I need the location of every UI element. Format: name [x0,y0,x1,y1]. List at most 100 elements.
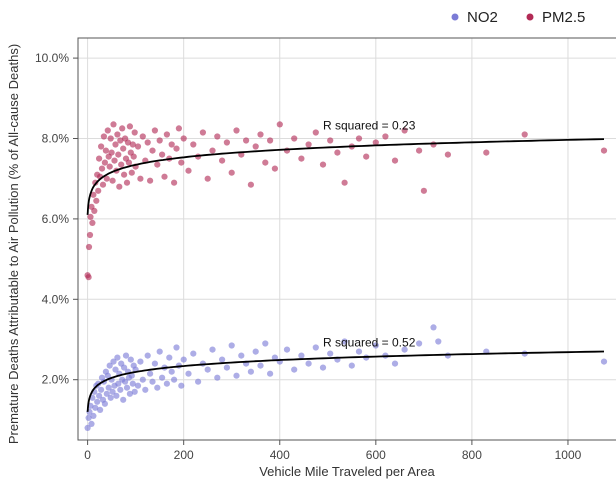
data-point [180,356,187,363]
data-point [178,159,185,166]
data-point [159,374,166,381]
x-tick-label: 0 [84,448,91,462]
data-point [247,181,254,188]
data-point [430,141,437,148]
data-point [101,159,108,166]
data-point [401,346,408,353]
data-point [120,145,127,152]
data-point [108,149,115,156]
data-point [147,370,154,377]
data-point [91,207,98,214]
r-squared-label: R squared = 0.23 [323,119,416,133]
data-point [113,392,120,399]
data-point [125,159,132,166]
data-point [104,372,111,379]
data-point [298,352,305,359]
data-point [128,169,135,176]
y-axis-title: Premature Deaths Attributable to Air Pol… [6,44,21,444]
data-point [94,398,101,405]
data-point [355,348,363,355]
legend: NO2 PM2.5 [451,9,585,26]
data-point [122,378,129,385]
data-point [101,400,108,407]
data-point [416,147,423,154]
legend-label: NO2 [467,9,498,26]
data-point [305,141,312,148]
data-point [372,139,379,146]
data-point [102,147,109,154]
data-point [319,364,327,371]
data-point [219,157,226,164]
data-point [228,169,235,176]
data-point [291,135,298,142]
data-point [115,151,122,158]
data-point [168,368,175,375]
data-point [341,179,348,186]
data-point [156,137,163,144]
data-point [355,135,363,142]
data-point [88,420,95,427]
data-point [112,141,119,148]
data-point [137,358,144,365]
y-tick-label: 8.0% [42,132,70,146]
data-point [104,127,111,134]
plot-frame [77,37,616,441]
data-point [147,177,154,184]
data-point [151,127,158,134]
data-point [276,121,283,128]
legend-marker [451,13,459,21]
data-point [119,125,126,132]
data-point [435,338,442,345]
data-point [483,149,490,156]
data-point [97,406,104,413]
data-point [154,161,161,168]
data-point [238,352,245,359]
data-point [126,390,133,397]
data-point [327,137,334,144]
data-point [114,131,121,138]
y-tick-label: 6.0% [42,212,70,226]
data-point [204,366,211,373]
data-point [214,133,221,140]
data-point [391,360,399,367]
data-point [444,352,451,359]
data-point [98,143,105,150]
data-point [228,342,235,349]
data-point [110,121,117,128]
grid [78,38,616,440]
data-point [92,404,99,411]
data-point [271,165,278,172]
data-point [112,366,119,373]
data-point [209,346,216,353]
data-point [115,380,122,387]
data-point [117,137,124,144]
data-point [90,191,97,198]
data-point [305,360,312,367]
data-point [312,344,319,351]
data-point [219,356,226,363]
data-point [98,386,105,393]
x-axis-ticks: 0 200 400 600 800 1000 [84,440,582,462]
data-point [327,350,334,357]
data-point [123,179,131,186]
data-point [341,338,348,345]
x-tick-label: 600 [366,448,386,462]
data-point [171,179,178,186]
data-point [129,141,136,148]
x-tick-label: 1000 [555,448,582,462]
data-point [163,380,170,387]
data-point [319,161,327,168]
data-point [93,197,100,204]
data-point [291,366,298,373]
data-point [334,149,341,156]
data-point [149,147,156,154]
data-point [139,133,146,140]
data-point [233,372,240,379]
data-point [247,368,254,375]
data-point [100,133,107,140]
data-point [204,175,211,182]
data-point [195,378,202,385]
data-point [262,340,269,347]
x-tick-label: 400 [270,448,290,462]
